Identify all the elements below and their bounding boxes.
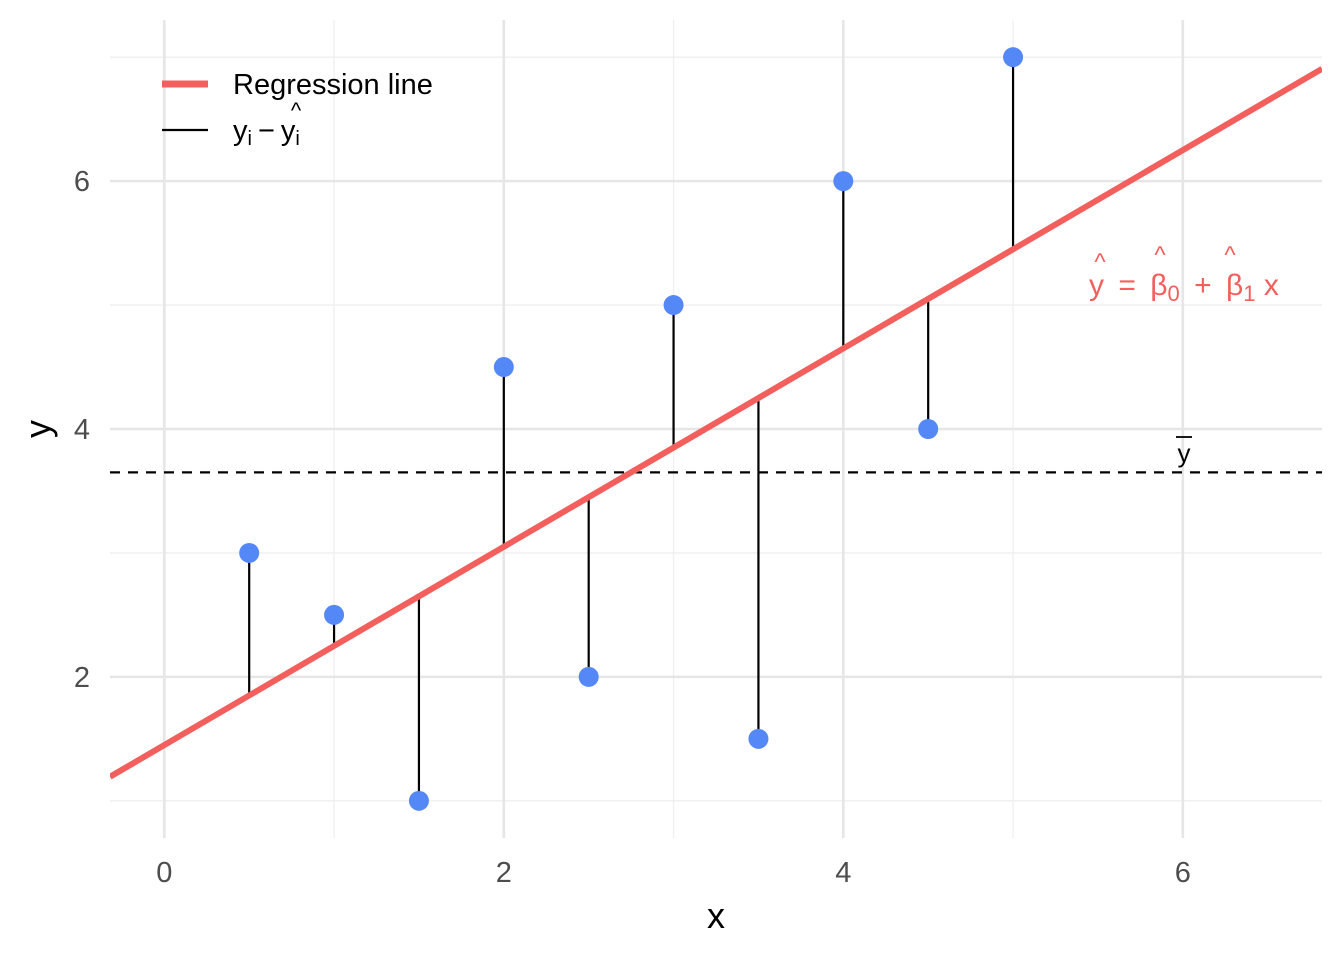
x-tick-label: 0 xyxy=(156,857,172,889)
grid xyxy=(110,20,1322,838)
equation-x: x xyxy=(1264,269,1279,302)
equation-beta0: β xyxy=(1150,269,1167,302)
equation-beta0-sub: 0 xyxy=(1167,281,1179,306)
x-tick-label: 2 xyxy=(496,857,512,889)
data-point xyxy=(748,728,769,749)
equation-beta1-sub: 1 xyxy=(1243,281,1255,306)
equation-lhs: y xyxy=(1089,269,1104,302)
mean-annotation: y xyxy=(1176,436,1192,468)
legend-label-regression: Regression line xyxy=(233,69,433,101)
data-point xyxy=(408,790,429,811)
equation-plus: + xyxy=(1194,269,1212,302)
equation-beta1: β xyxy=(1226,269,1243,302)
equation-hat-y: ^ xyxy=(1094,249,1106,276)
y-tick-label: 2 xyxy=(74,662,90,694)
svg-text:y = β0 +: y = β0 + β1 x xyxy=(1089,269,1279,308)
x-tick-label: 4 xyxy=(835,857,851,889)
data-points xyxy=(239,47,1024,811)
data-point xyxy=(324,604,345,625)
y-tick-label: 6 xyxy=(74,166,90,198)
legend-residual-hat: ^ xyxy=(291,98,302,123)
data-point xyxy=(918,419,939,439)
data-point xyxy=(239,542,260,563)
legend: Regression line yi − yi ^ xyxy=(162,69,433,150)
legend-label-residual: yi − yi xyxy=(233,115,300,150)
equation-equals: = xyxy=(1118,269,1136,302)
regression-line xyxy=(110,66,1322,780)
x-axis-title: x xyxy=(707,895,725,936)
data-point xyxy=(1003,47,1024,68)
regression-equation: y = β0 + β1 x ^ ^ ^ xyxy=(1089,242,1279,308)
y-tick-label: 4 xyxy=(74,414,90,446)
regression-layer xyxy=(110,66,1322,780)
mean-label: y xyxy=(1178,438,1191,468)
x-tick-label: 6 xyxy=(1175,857,1191,889)
equation-hat-beta1: ^ xyxy=(1224,242,1236,269)
data-point xyxy=(578,666,599,687)
data-point xyxy=(833,171,854,192)
y-axis-title: y xyxy=(17,420,58,438)
tick-labels: 0 2 4 6 2 4 6 xyxy=(74,166,1191,889)
data-point xyxy=(493,357,514,378)
data-point xyxy=(663,295,684,316)
residuals xyxy=(248,57,1015,801)
equation-hat-beta0: ^ xyxy=(1154,242,1166,269)
